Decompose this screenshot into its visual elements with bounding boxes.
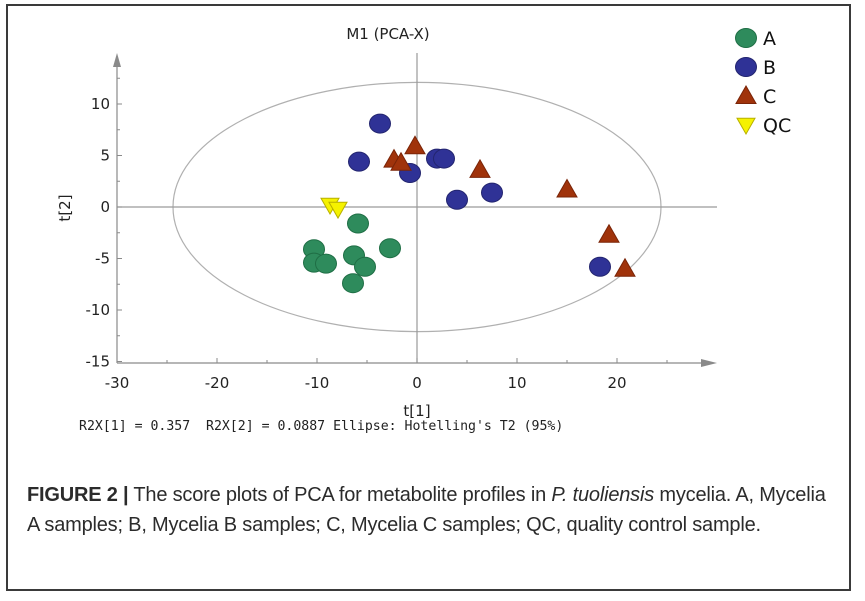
- point-c: [598, 223, 620, 243]
- legend-label: C: [763, 86, 776, 108]
- point-qc: [328, 201, 348, 220]
- legend-item-b: B: [735, 57, 776, 79]
- legend-item-a: A: [735, 28, 776, 50]
- point-a: [354, 256, 376, 277]
- x-tick-label: -20: [205, 374, 230, 392]
- legend-label: B: [763, 57, 776, 79]
- legend-item-qc: QC: [736, 115, 791, 137]
- x-tick-label: -30: [105, 374, 130, 392]
- ticks: -30 -20 -10 0 10 20 -15 -10 -5 0 5 10: [86, 77, 668, 392]
- point-c: [614, 257, 636, 277]
- point-b: [481, 182, 503, 203]
- point-b: [348, 151, 370, 172]
- y-axis-title: t[2]: [56, 194, 74, 221]
- figure-caption: FIGURE 2 | The score plots of PCA for me…: [27, 480, 837, 540]
- point-a: [342, 273, 364, 294]
- legend-label: A: [763, 28, 776, 50]
- x-axis-title: t[1]: [403, 402, 430, 420]
- model-statistics: R2X[1] = 0.357 R2X[2] = 0.0887 Ellipse: …: [79, 419, 564, 434]
- point-c: [556, 178, 578, 198]
- x-tick-label: -10: [305, 374, 330, 392]
- y-axis-arrow: [113, 53, 121, 67]
- x-tick-label: 10: [507, 374, 526, 392]
- x-tick-label: 20: [607, 374, 626, 392]
- y-tick-label: 0: [100, 198, 110, 216]
- x-tick-label: 0: [412, 374, 422, 392]
- chart-title: M1 (PCA-X): [346, 25, 429, 43]
- y-tick-label: -15: [86, 353, 111, 371]
- axes: [113, 53, 717, 367]
- point-c: [390, 151, 412, 171]
- y-tick-label: -10: [86, 301, 111, 319]
- figure-label: FIGURE 2 |: [27, 484, 129, 506]
- y-tick-label: 5: [100, 147, 110, 165]
- series-c: [383, 135, 636, 277]
- point-b: [589, 256, 611, 277]
- legend-marker-b: [735, 57, 757, 77]
- legend-item-c: C: [735, 84, 776, 108]
- data-points: [303, 113, 636, 294]
- point-b: [446, 189, 468, 210]
- series-a: [303, 213, 401, 294]
- point-a: [347, 213, 369, 234]
- legend: ABC QC: [735, 28, 791, 137]
- caption-text-2: mycelia. A, Mycelia A samples; B, Myceli…: [27, 484, 826, 536]
- x-axis-arrow: [701, 359, 717, 367]
- point-c: [469, 158, 491, 178]
- point-b: [369, 113, 391, 134]
- y-tick-label: -5: [95, 250, 110, 268]
- legend-marker-a: [735, 28, 757, 48]
- point-c: [404, 135, 426, 155]
- caption-species: P. tuoliensis: [551, 484, 655, 506]
- legend-label: QC: [763, 115, 791, 137]
- series-qc: [320, 197, 348, 220]
- legend-marker-c: [735, 84, 757, 104]
- point-a: [315, 253, 337, 274]
- point-a: [379, 238, 401, 259]
- figure-frame: [6, 4, 851, 591]
- caption-text-1: The score plots of PCA for metabolite pr…: [128, 484, 552, 506]
- legend-marker-qc: [736, 117, 756, 136]
- point-b: [433, 148, 455, 169]
- y-tick-label: 10: [91, 95, 110, 113]
